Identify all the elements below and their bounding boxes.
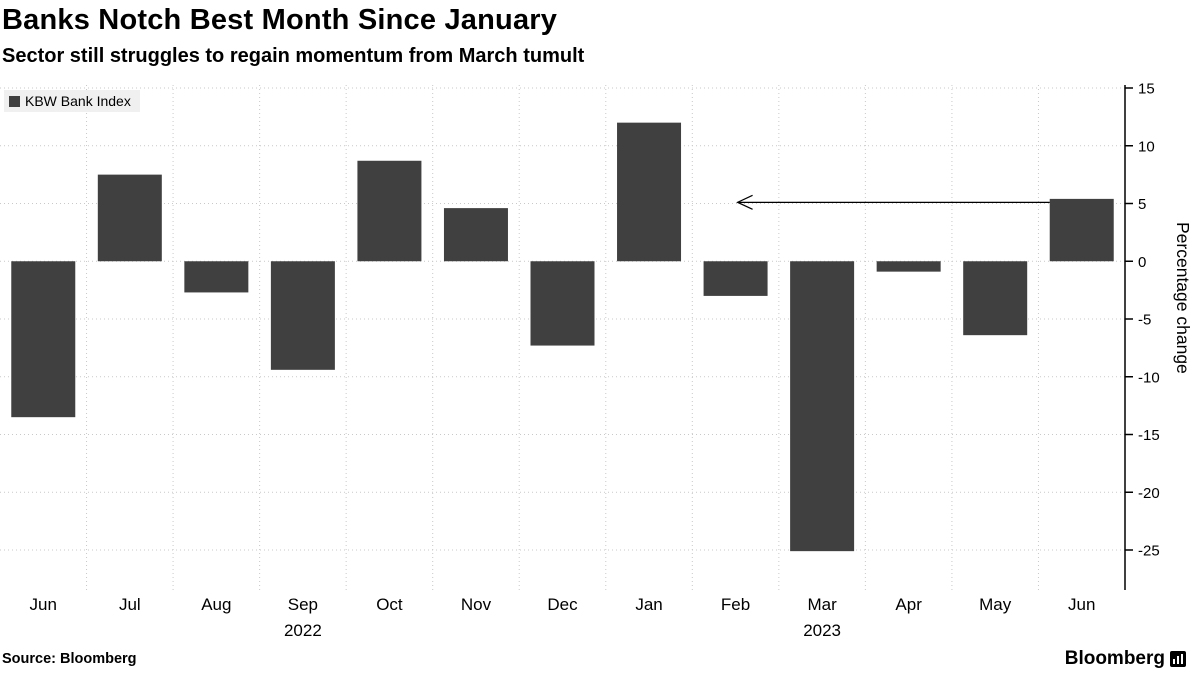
bar-sep-3 xyxy=(270,261,335,370)
x-label-nov-5: Nov xyxy=(461,595,492,614)
legend-label: KBW Bank Index xyxy=(25,93,131,109)
chart-title: Banks Notch Best Month Since January xyxy=(2,4,558,36)
bloomberg-terminal-icon xyxy=(1170,651,1186,667)
x-label-sep-3: Sep xyxy=(288,595,318,614)
y-tick-label: 5 xyxy=(1138,196,1146,213)
bar-jul-1 xyxy=(97,174,162,262)
bloomberg-logo: Bloomberg xyxy=(1065,648,1186,670)
x-label-feb-8: Feb xyxy=(721,595,750,614)
x-label-jun-12: Jun xyxy=(1068,595,1095,614)
bar-dec-6 xyxy=(530,261,595,346)
y-tick-label: 10 xyxy=(1138,138,1155,155)
x-label-apr-10: Apr xyxy=(895,595,922,614)
bar-oct-4 xyxy=(357,160,422,262)
y-axis-title: Percentage change xyxy=(1173,222,1193,374)
y-tick-label: -25 xyxy=(1138,543,1160,560)
x-label-aug-2: Aug xyxy=(201,595,231,614)
bar-aug-2 xyxy=(184,261,249,293)
x-label-oct-4: Oct xyxy=(376,595,403,614)
bar-jan-7 xyxy=(617,122,682,262)
bar-jun-0 xyxy=(11,261,76,418)
y-tick-label: -20 xyxy=(1138,485,1160,502)
y-tick-label: 0 xyxy=(1138,254,1146,271)
y-tick-label: -5 xyxy=(1138,312,1151,329)
legend: KBW Bank Index xyxy=(4,90,140,112)
chart-subtitle: Sector still struggles to regain momentu… xyxy=(2,45,585,67)
x-label-jul-1: Jul xyxy=(119,595,141,614)
x-label-may-11: May xyxy=(979,595,1012,614)
bar-jun-12 xyxy=(1049,198,1114,262)
bar-feb-8 xyxy=(703,261,768,296)
legend-swatch xyxy=(9,95,20,107)
y-tick-label: 15 xyxy=(1138,82,1155,98)
x-label-mar-9: Mar xyxy=(807,595,837,614)
y-tick-label: -15 xyxy=(1138,427,1160,444)
annotation-arrow-head xyxy=(736,194,753,210)
x-label-dec-6: Dec xyxy=(547,595,578,614)
x-label-jun-0: Jun xyxy=(30,595,57,614)
source-note: Source: Bloomberg xyxy=(2,651,137,667)
bar-may-11 xyxy=(963,261,1028,336)
y-tick-label: -10 xyxy=(1138,369,1160,386)
year-label-2022: 2022 xyxy=(284,621,322,640)
bar-apr-10 xyxy=(876,261,941,272)
bar-mar-9 xyxy=(790,261,855,552)
bloomberg-wordmark: Bloomberg xyxy=(1064,648,1165,669)
year-label-2023: 2023 xyxy=(803,621,841,640)
bar-chart: 15 10 5 0 -5 -10 -15 -20 -25 Jun Jul Aug Sep Oct Nov De… xyxy=(0,82,1160,640)
bar-nov-5 xyxy=(443,208,508,262)
x-label-jan-7: Jan xyxy=(635,595,662,614)
